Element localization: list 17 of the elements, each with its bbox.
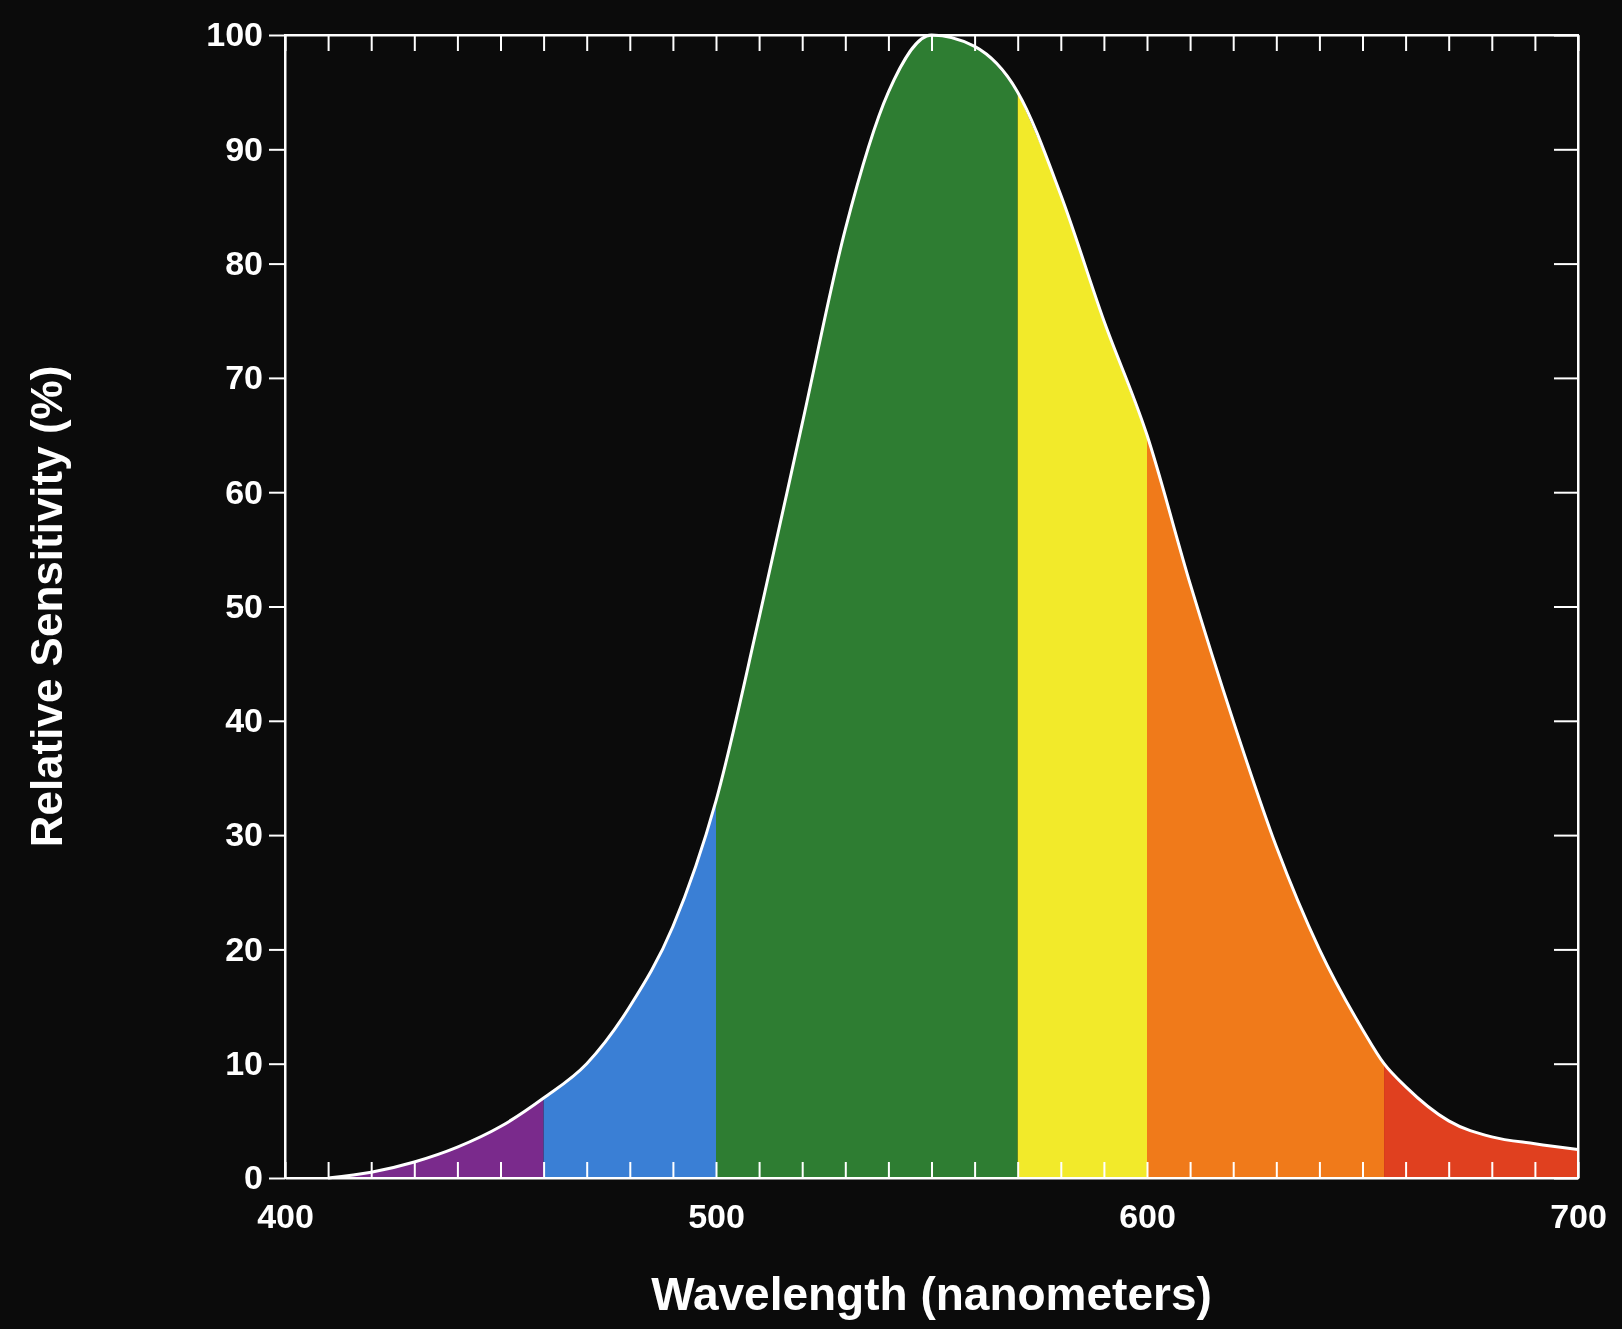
- y-tick-label: 80: [225, 243, 263, 282]
- y-tick-label: 60: [225, 472, 263, 511]
- x-tick-label: 400: [257, 1197, 314, 1236]
- y-tick-label: 50: [225, 586, 263, 625]
- y-tick-label: 20: [225, 929, 263, 968]
- y-tick-label: 10: [225, 1044, 263, 1083]
- y-tick-label: 100: [206, 15, 263, 54]
- x-tick-label: 600: [1119, 1197, 1176, 1236]
- y-tick-label: 70: [225, 358, 263, 397]
- y-tick-label: 40: [225, 701, 263, 740]
- x-axis-title: Wavelength (nanometers): [651, 1268, 1212, 1320]
- y-tick-label: 0: [244, 1158, 263, 1197]
- y-axis-title: Relative Sensitivity (%): [22, 365, 71, 848]
- y-tick-label: 90: [225, 129, 263, 168]
- x-tick-label: 700: [1550, 1197, 1607, 1236]
- x-tick-label: 500: [688, 1197, 745, 1236]
- y-tick-label: 30: [225, 815, 263, 854]
